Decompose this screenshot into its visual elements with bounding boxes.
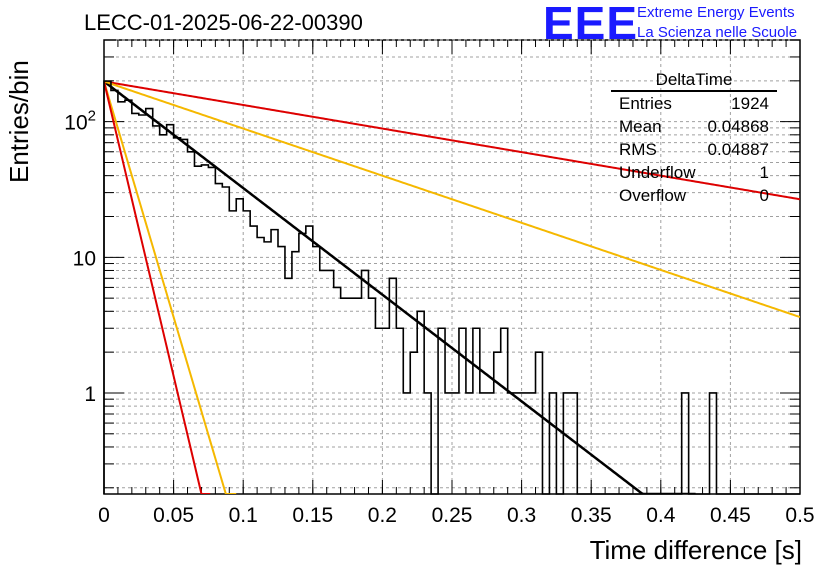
x-tick-label: 0.35 [571, 504, 612, 527]
fit-curve [104, 80, 800, 319]
stats-value: 0.04868 [707, 117, 769, 136]
x-tick-label: 0.1 [229, 504, 258, 527]
eee-logo-text: Extreme Energy Events La Scienza nelle S… [637, 3, 797, 43]
stats-value: 1924 [731, 94, 769, 113]
x-tick-label: 0.45 [710, 504, 751, 527]
fit-curve [104, 81, 237, 494]
fit-curve [104, 80, 800, 201]
y-tick-label: 102 [64, 108, 96, 135]
fit-curves [104, 80, 800, 494]
stats-box: DeltaTime Entries 1924 Mean 0.04868 RMS 0.0… [611, 70, 777, 207]
x-tick-label: 0.4 [646, 504, 676, 527]
x-tick-label: 0.05 [153, 504, 194, 527]
logo-line-1: Extreme Energy Events [637, 4, 795, 21]
stats-row-overflow: Overflow 0 [611, 184, 777, 207]
stats-row-entries: Entries 1924 [611, 92, 777, 115]
stats-row-rms: RMS 0.04887 [611, 138, 777, 161]
histogram [103, 80, 800, 495]
x-tick-label: 0.3 [507, 504, 536, 527]
stats-row-mean: Mean 0.04868 [611, 115, 777, 138]
stats-row-underflow: Underflow 1 [611, 161, 777, 184]
logo-line-2: La Scienza nelle Scuole [637, 24, 798, 41]
x-tick-labels: 0 0.05 0.1 0.15 0.2 0.25 0.3 0.35 0.4 0.45 0.5 [98, 504, 814, 527]
stats-label: Underflow [619, 163, 696, 182]
stats-label: Overflow [619, 186, 687, 205]
y-axis-label: Entries/bin [4, 60, 34, 183]
stats-value: 0.04887 [707, 140, 769, 159]
stats-label: RMS [619, 140, 657, 159]
y-tick-label: 1 [84, 383, 96, 406]
fit-curve [104, 81, 211, 494]
x-tick-label: 0.2 [368, 504, 397, 527]
stats-label: Mean [619, 117, 662, 136]
y-tick-exponent: 2 [88, 108, 96, 125]
x-tick-label: 0.5 [785, 504, 814, 527]
stats-value: 0 [759, 186, 769, 205]
histogram-outline [103, 80, 800, 495]
chart-title: LECC-01-2025-06-22-00390 [84, 10, 363, 35]
x-tick-label: 0.15 [292, 504, 333, 527]
eee-logo: EEE [543, 0, 639, 49]
stats-label: Entries [619, 94, 672, 113]
stats-value: 1 [759, 163, 769, 182]
stats-title: DeltaTime [611, 70, 777, 92]
x-tick-label: 0.25 [432, 504, 473, 527]
y-tick-label: 10 [73, 247, 96, 270]
x-tick-label: 0 [98, 504, 110, 527]
fit-curve [104, 80, 696, 494]
y-tick-labels: 1 10 102 [64, 108, 96, 406]
x-axis-label: Time difference [s] [589, 535, 802, 565]
